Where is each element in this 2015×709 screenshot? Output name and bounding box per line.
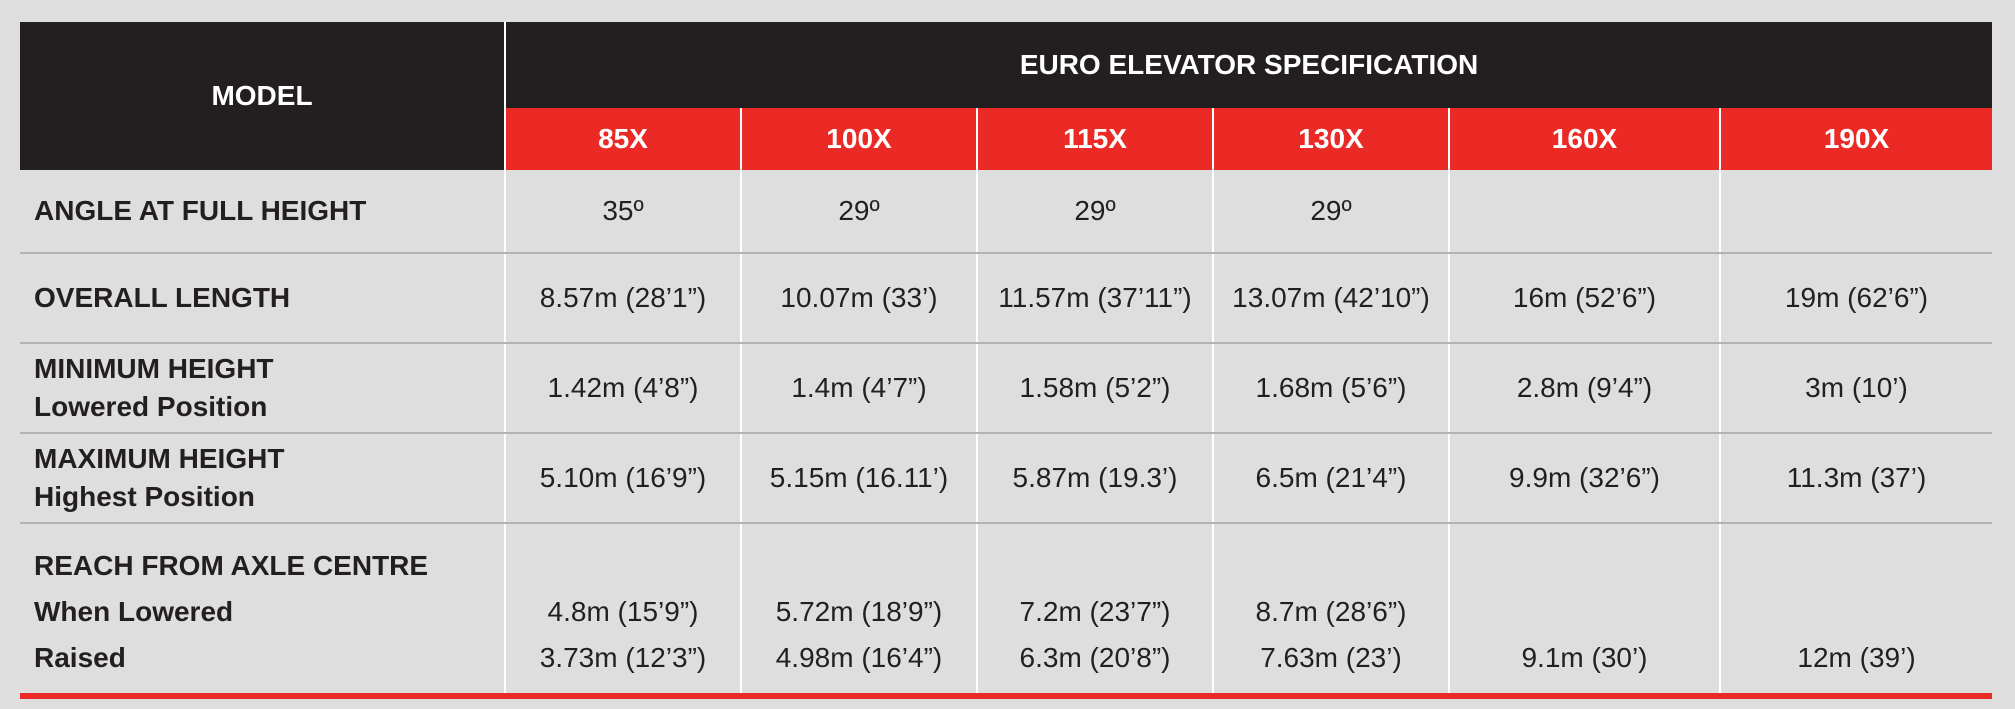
reach-cell: 5.72m (18’9”) 4.98m (16’4”) bbox=[741, 523, 978, 699]
reach-raised-value: 9.1m (30’) bbox=[1521, 642, 1648, 673]
reach-label-cell: REACH FROM AXLE CENTRE When Lowered Rais… bbox=[20, 523, 506, 699]
reach-lowered-value: 8.7m (28’6”) bbox=[1255, 596, 1407, 627]
min-height-label: MINIMUM HEIGHT bbox=[34, 353, 274, 384]
model-160x: 160X bbox=[1449, 108, 1721, 170]
reach-lowered-value: 7.2m (23’7”) bbox=[1019, 596, 1171, 627]
model-85x: 85X bbox=[505, 108, 742, 170]
model-190x: 190X bbox=[1720, 108, 1993, 170]
min-height-value: 3m (10’) bbox=[1720, 343, 1993, 434]
min-height-row: MINIMUM HEIGHT Lowered Position 1.42m (4… bbox=[20, 343, 1993, 434]
angle-row: ANGLE AT FULL HEIGHT 35º 29º 29º 29º bbox=[20, 170, 1993, 254]
reach-cell: 12m (39’) bbox=[1720, 523, 1993, 699]
reach-label: REACH FROM AXLE CENTRE bbox=[34, 550, 429, 581]
reach-raised-value: 6.3m (20’8”) bbox=[1019, 642, 1171, 673]
reach-cell: 4.8m (15’9”) 3.73m (12’3”) bbox=[505, 523, 742, 699]
angle-value bbox=[1720, 170, 1993, 254]
reach-raised-value: 12m (39’) bbox=[1797, 642, 1916, 673]
model-115x: 115X bbox=[977, 108, 1214, 170]
max-height-value: 11.3m (37’) bbox=[1720, 433, 1993, 524]
model-header: MODEL bbox=[20, 22, 506, 170]
reach-cell: 9.1m (30’) bbox=[1449, 523, 1721, 699]
reach-sublabel-raised: Raised bbox=[34, 642, 126, 673]
angle-value: 29º bbox=[1213, 170, 1450, 254]
length-row: OVERALL LENGTH 8.57m (28’1”) 10.07m (33’… bbox=[20, 253, 1993, 344]
max-height-label: MAXIMUM HEIGHT bbox=[34, 443, 285, 474]
reach-raised-value: 7.63m (23’) bbox=[1260, 642, 1402, 673]
reach-lowered-value: 5.72m (18’9”) bbox=[775, 596, 943, 627]
max-height-value: 5.10m (16’9”) bbox=[505, 433, 742, 524]
model-100x: 100X bbox=[741, 108, 978, 170]
angle-value: 35º bbox=[505, 170, 742, 254]
specification-table: MODEL EURO ELEVATOR SPECIFICATION 85X 10… bbox=[20, 22, 1993, 699]
reach-raised-value: 4.98m (16’4”) bbox=[775, 642, 943, 673]
length-value: 16m (52’6”) bbox=[1449, 253, 1721, 344]
angle-value: 29º bbox=[977, 170, 1214, 254]
min-height-value: 1.4m (4’7”) bbox=[741, 343, 978, 434]
min-height-value: 1.58m (5’2”) bbox=[977, 343, 1214, 434]
length-value: 13.07m (42’10”) bbox=[1213, 253, 1450, 344]
max-height-label-cell: MAXIMUM HEIGHT Highest Position bbox=[20, 433, 506, 524]
length-value: 8.57m (28’1”) bbox=[505, 253, 742, 344]
reach-row: REACH FROM AXLE CENTRE When Lowered Rais… bbox=[20, 523, 1993, 699]
length-value: 19m (62’6”) bbox=[1720, 253, 1993, 344]
reach-sublabel-lowered: When Lowered bbox=[34, 596, 234, 627]
max-height-sublabel: Highest Position bbox=[34, 481, 255, 512]
max-height-row: MAXIMUM HEIGHT Highest Position 5.10m (1… bbox=[20, 433, 1993, 524]
min-height-value: 1.42m (4’8”) bbox=[505, 343, 742, 434]
model-130x: 130X bbox=[1213, 108, 1450, 170]
min-height-value: 1.68m (5’6”) bbox=[1213, 343, 1450, 434]
length-value: 11.57m (37’11”) bbox=[977, 253, 1214, 344]
min-height-sublabel: Lowered Position bbox=[34, 391, 268, 422]
reach-lowered-value: 4.8m (15’9”) bbox=[547, 596, 699, 627]
max-height-value: 6.5m (21’4”) bbox=[1213, 433, 1450, 524]
max-height-value: 5.15m (16.11’) bbox=[741, 433, 978, 524]
reach-raised-value: 3.73m (12’3”) bbox=[539, 642, 707, 673]
max-height-value: 5.87m (19.3’) bbox=[977, 433, 1214, 524]
angle-value bbox=[1449, 170, 1721, 254]
length-label: OVERALL LENGTH bbox=[20, 253, 506, 344]
reach-cell: 8.7m (28’6”) 7.63m (23’) bbox=[1213, 523, 1450, 699]
model-row: 85X 100X 115X 130X 160X 190X bbox=[20, 108, 1993, 170]
length-value: 10.07m (33’) bbox=[741, 253, 978, 344]
max-height-value: 9.9m (32’6”) bbox=[1449, 433, 1721, 524]
spec-title: EURO ELEVATOR SPECIFICATION bbox=[505, 22, 1993, 108]
angle-value: 29º bbox=[741, 170, 978, 254]
reach-cell: 7.2m (23’7”) 6.3m (20’8”) bbox=[977, 523, 1214, 699]
min-height-label-cell: MINIMUM HEIGHT Lowered Position bbox=[20, 343, 506, 434]
angle-label: ANGLE AT FULL HEIGHT bbox=[20, 170, 506, 254]
min-height-value: 2.8m (9’4”) bbox=[1449, 343, 1721, 434]
